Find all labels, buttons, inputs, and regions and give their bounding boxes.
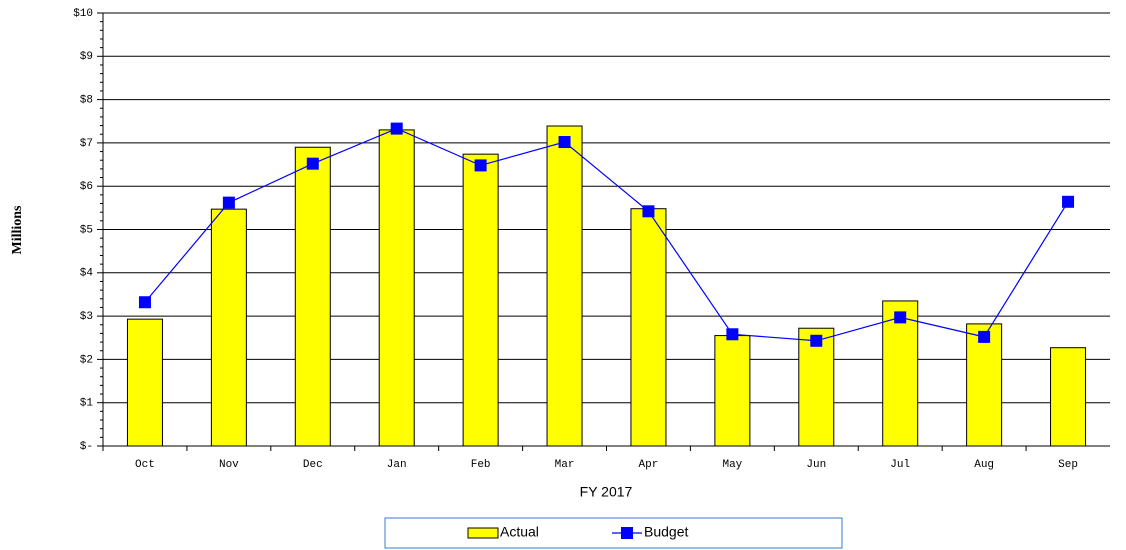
y-tick-label: $8 [80,95,93,107]
marker [474,159,487,172]
bar [210,208,247,447]
y-tick-label: $2 [80,354,93,366]
marker [390,122,403,135]
x-axis-title: FY 2017 [580,484,633,500]
bar [1050,347,1087,447]
x-tick-label: Jun [806,459,826,471]
marker [810,334,823,347]
y-tick-label: $7 [80,138,93,150]
marker [1062,195,1075,208]
marker [978,330,991,343]
x-tick-label: Mar [555,459,575,471]
x-tick-label: Feb [471,459,491,471]
legend-swatch [621,527,633,539]
legend-label: Actual [500,524,539,540]
x-tick-label: Nov [219,459,239,471]
x-tick-label: May [722,459,742,471]
y-tick-label: $4 [80,268,94,280]
bar [126,318,163,447]
bar [966,323,1003,447]
y-axis-title: Millions [10,205,25,255]
marker [222,196,235,209]
marker [642,205,655,218]
bar [714,335,751,447]
x-tick-label: Sep [1058,459,1078,471]
line [144,127,1069,342]
x-tick-label: Apr [639,459,659,471]
bar [378,129,415,447]
bar [798,327,835,447]
x-tick-label: Jul [890,459,910,471]
bar [462,153,499,447]
y-tick-label: $- [80,441,93,453]
y-tick-label: $6 [80,181,93,193]
bar [630,208,667,447]
y-tick-label: $9 [80,51,93,63]
marker [306,157,319,170]
bar [294,146,331,447]
y-tick-label: $3 [80,311,93,323]
marker [138,296,151,309]
y-tick-label: $10 [73,8,93,20]
marker [894,311,907,324]
x-tick-label: Oct [135,459,155,471]
legend-label: Budget [644,524,688,540]
bar [882,300,919,447]
legend-swatch [467,527,499,539]
marker [558,136,571,149]
x-tick-label: Aug [974,459,994,471]
marker [726,328,739,341]
x-tick-label: Jan [387,459,407,471]
x-tick-label: Dec [303,459,323,471]
y-tick-label: $1 [80,398,94,410]
bar [546,125,583,447]
y-tick-label: $5 [80,224,93,236]
